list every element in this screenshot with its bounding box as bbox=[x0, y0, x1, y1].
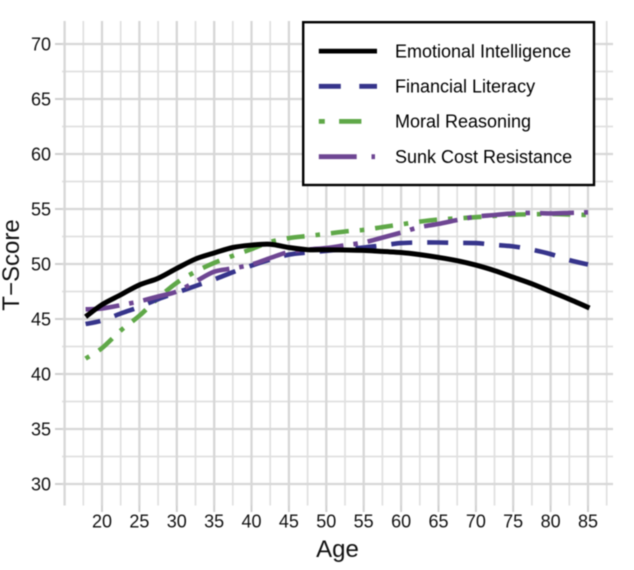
svg-text:55: 55 bbox=[31, 199, 51, 219]
svg-text:50: 50 bbox=[316, 512, 336, 532]
svg-text:30: 30 bbox=[31, 474, 51, 494]
svg-text:65: 65 bbox=[428, 512, 448, 532]
svg-text:20: 20 bbox=[92, 512, 112, 532]
svg-text:70: 70 bbox=[466, 512, 486, 532]
svg-text:Sunk Cost Resistance: Sunk Cost Resistance bbox=[395, 147, 572, 167]
svg-text:70: 70 bbox=[31, 34, 51, 54]
svg-text:30: 30 bbox=[167, 512, 187, 532]
svg-text:35: 35 bbox=[31, 419, 51, 439]
svg-text:40: 40 bbox=[31, 364, 51, 384]
svg-text:80: 80 bbox=[541, 512, 561, 532]
svg-text:40: 40 bbox=[241, 512, 261, 532]
svg-text:45: 45 bbox=[31, 309, 51, 329]
svg-text:35: 35 bbox=[204, 512, 224, 532]
svg-text:25: 25 bbox=[129, 512, 149, 532]
svg-text:65: 65 bbox=[31, 89, 51, 109]
svg-text:50: 50 bbox=[31, 254, 51, 274]
svg-text:60: 60 bbox=[391, 512, 411, 532]
svg-text:60: 60 bbox=[31, 144, 51, 164]
svg-text:75: 75 bbox=[503, 512, 523, 532]
svg-text:Age: Age bbox=[316, 536, 359, 563]
svg-text:85: 85 bbox=[578, 512, 598, 532]
svg-text:Emotional Intelligence: Emotional Intelligence bbox=[395, 41, 571, 61]
svg-text:Financial Literacy: Financial Literacy bbox=[395, 77, 535, 97]
svg-text:T−Score: T−Score bbox=[0, 219, 25, 310]
svg-text:Moral Reasoning: Moral Reasoning bbox=[395, 112, 531, 132]
svg-text:45: 45 bbox=[279, 512, 299, 532]
svg-text:55: 55 bbox=[354, 512, 374, 532]
